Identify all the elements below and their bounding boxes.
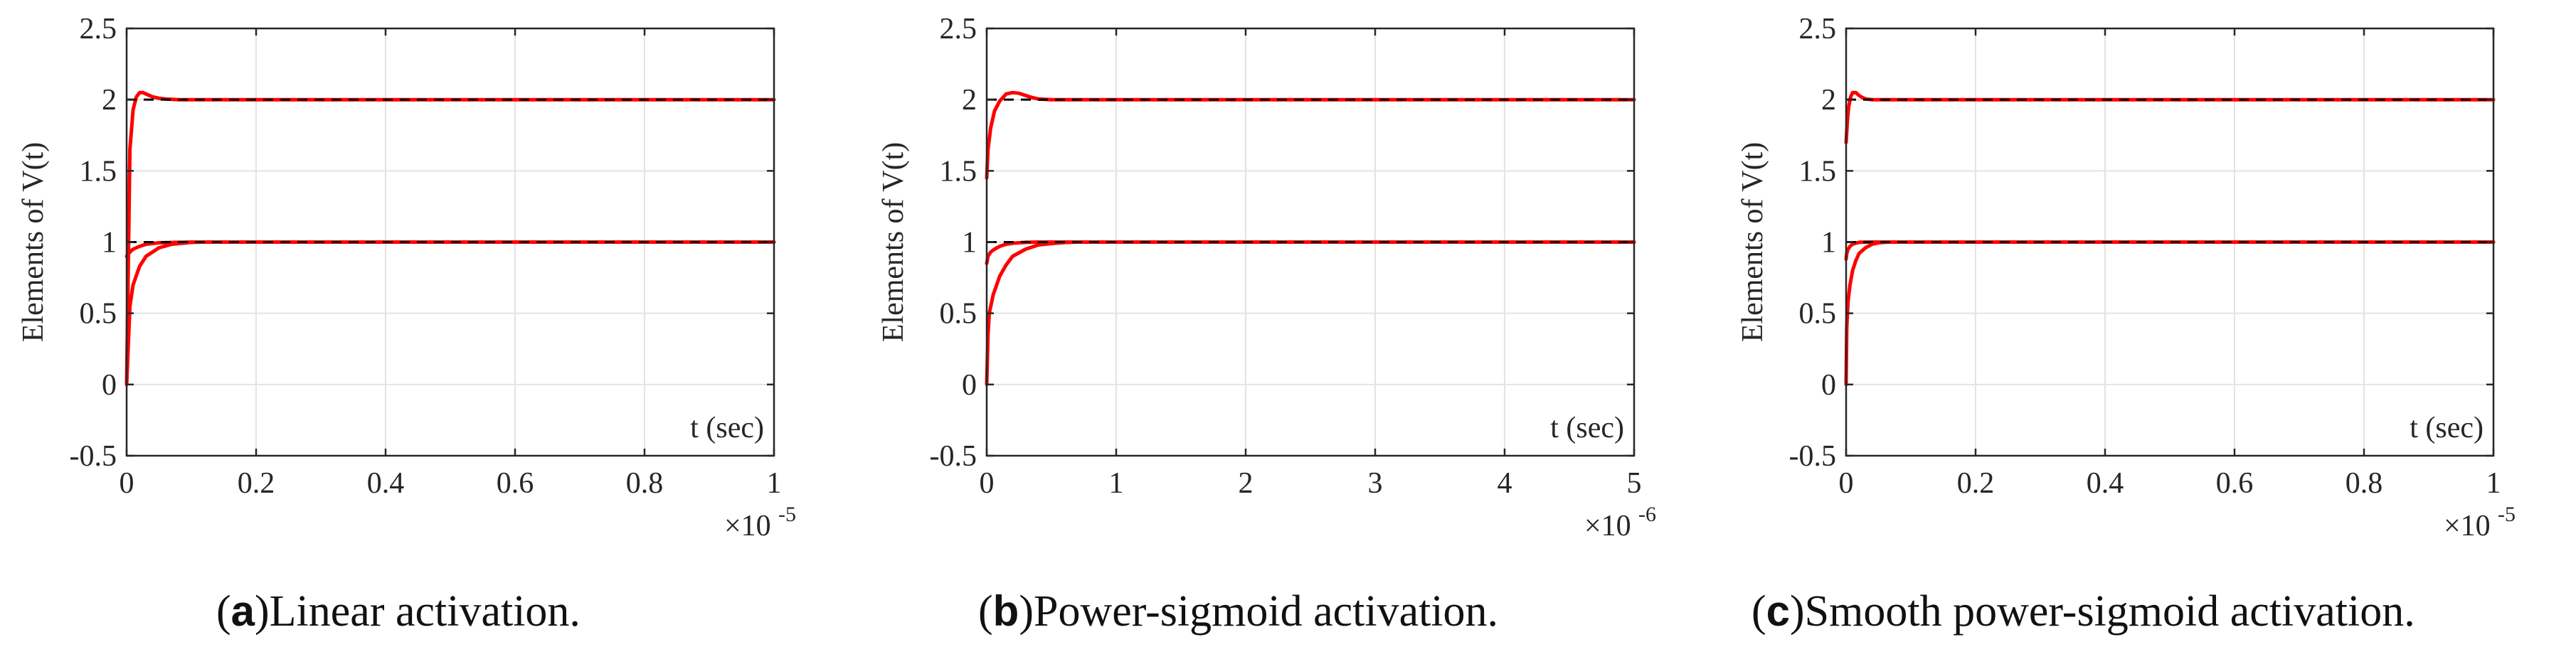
x-tick-label: 1 <box>2486 467 2501 500</box>
y-tick-label: -0.5 <box>930 440 977 473</box>
x-tick-label: 2 <box>1239 467 1253 500</box>
x-tick-label: 0.4 <box>2087 467 2124 500</box>
y-tick-label: 2 <box>1821 84 1836 117</box>
x-exponent-label: ×10 <box>724 510 771 542</box>
x-tick-label: 0.2 <box>238 467 275 500</box>
y-tick-label: 1.5 <box>1799 155 1837 188</box>
y-axis-label: Elements of V(t) <box>17 142 50 343</box>
y-axis-label: Elements of V(t) <box>1737 142 1769 343</box>
y-tick-label: 2 <box>102 84 117 117</box>
y-tick-label: 0 <box>1821 369 1836 402</box>
x-exponent-label: ×10 <box>2444 510 2491 542</box>
panel-caption: (c)Smooth power-sigmoid activation. <box>1751 587 2415 636</box>
panel-caption: (b)Power-sigmoid activation. <box>978 587 1498 636</box>
x-axis-label: t (sec) <box>690 412 764 444</box>
x-exponent-power: -6 <box>1638 503 1656 526</box>
x-tick-label: 0 <box>120 467 134 500</box>
y-tick-label: 0 <box>962 369 977 402</box>
x-tick-label: 0.6 <box>2216 467 2254 500</box>
x-axis-label: t (sec) <box>1550 412 1624 444</box>
y-tick-label: 1 <box>102 227 117 259</box>
x-tick-label: 0.8 <box>626 467 664 500</box>
series-line-1 <box>124 90 776 387</box>
panel-caption: (a)Linear activation. <box>216 587 581 636</box>
x-exponent-power: -5 <box>778 503 796 526</box>
x-tick-label: 0.6 <box>497 467 534 500</box>
x-tick-label: 0.2 <box>1957 467 1995 500</box>
y-tick-label: 2.5 <box>940 13 977 46</box>
y-tick-label: 2.5 <box>1799 13 1837 46</box>
y-tick-label: 1 <box>1821 227 1836 259</box>
x-tick-label: 0.8 <box>2346 467 2383 500</box>
y-tick-label: 0.5 <box>1799 298 1837 331</box>
series-line-3 <box>985 240 1636 266</box>
y-tick-label: 2 <box>962 84 977 117</box>
y-tick-label: 2.5 <box>80 13 117 46</box>
x-tick-label: 0 <box>980 467 995 500</box>
x-tick-label: 5 <box>1627 467 1642 500</box>
y-tick-label: 0.5 <box>940 298 977 331</box>
x-tick-label: 1 <box>1109 467 1124 500</box>
y-tick-label: 0 <box>102 369 117 402</box>
x-tick-label: 3 <box>1368 467 1383 500</box>
y-tick-label: 1 <box>962 227 977 259</box>
y-tick-label: -0.5 <box>70 440 117 473</box>
x-axis-label: t (sec) <box>2410 412 2484 444</box>
x-tick-label: 1 <box>767 467 782 500</box>
x-tick-label: 0.4 <box>367 467 405 500</box>
y-tick-label: -0.5 <box>1789 440 1837 473</box>
panel-b: 0 1 2 3 4 5-0.500.511.522.5×10 -6t (sec)Elemen… <box>877 13 1656 636</box>
y-axis-label: Elements of V(t) <box>877 142 910 343</box>
y-tick-label: 0.5 <box>80 298 117 331</box>
panel-c: 0 0.2 0.4 0.6 0.8 1-0.500.511.522.5×10 -5t (se… <box>1737 13 2516 636</box>
panel-a: 0 0.2 0.4 0.6 0.8 1-0.500.511.522.5×10 -5t (se… <box>17 13 796 636</box>
x-exponent-label: ×10 <box>1584 510 1631 542</box>
x-tick-label: 0 <box>1839 467 1854 500</box>
y-tick-label: 1.5 <box>940 155 977 188</box>
x-tick-label: 4 <box>1498 467 1512 500</box>
x-exponent-power: -5 <box>2498 503 2516 526</box>
y-tick-label: 1.5 <box>80 155 117 188</box>
series-line-1 <box>985 90 1636 180</box>
